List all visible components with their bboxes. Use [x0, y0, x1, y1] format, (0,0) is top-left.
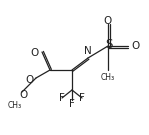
Text: O: O	[104, 16, 112, 26]
Text: CH₃: CH₃	[101, 73, 115, 82]
Text: N: N	[84, 46, 92, 56]
Text: F: F	[79, 93, 85, 103]
Text: O: O	[19, 90, 27, 100]
Text: O: O	[26, 75, 34, 85]
Text: S: S	[105, 38, 113, 51]
Text: CH₃: CH₃	[8, 102, 22, 111]
Text: F: F	[69, 99, 75, 109]
Text: O: O	[31, 48, 39, 58]
Text: O: O	[131, 41, 139, 51]
Text: F: F	[59, 93, 65, 103]
